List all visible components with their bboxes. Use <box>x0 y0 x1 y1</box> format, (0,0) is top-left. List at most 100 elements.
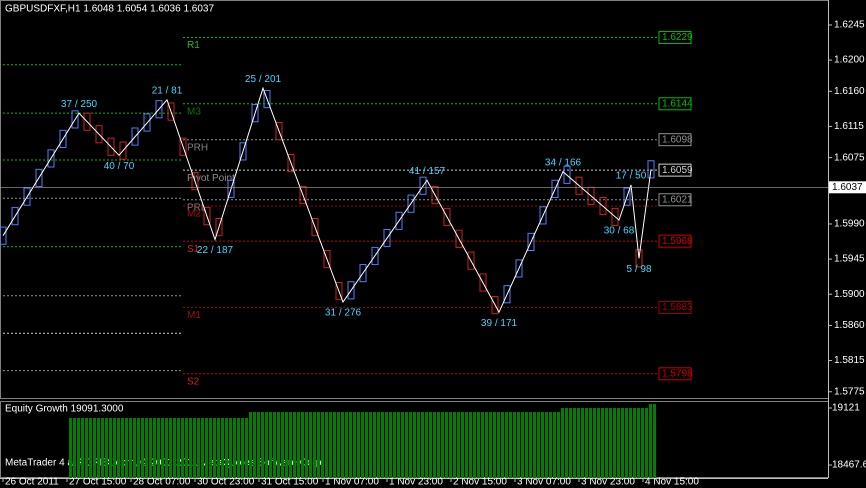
equity-bar <box>501 411 504 478</box>
equity-bar <box>601 408 604 478</box>
equity-bar <box>141 418 144 478</box>
price-bar <box>647 160 655 179</box>
equity-bar <box>273 411 276 478</box>
price-bar <box>95 125 103 144</box>
equity-bar <box>125 418 128 478</box>
price-bar <box>59 129 67 148</box>
x-tick-label: 30 Oct 23:00 <box>197 477 255 488</box>
price-bar <box>143 113 151 132</box>
equity-bar <box>413 411 416 478</box>
price-bar <box>251 104 259 123</box>
equity-bar <box>161 418 164 478</box>
equity-bar <box>305 411 308 478</box>
equity-bar <box>633 408 636 478</box>
price-bar <box>287 154 295 173</box>
price-bar <box>407 194 415 213</box>
zigzag-label: 17 / 50 <box>616 171 647 182</box>
zigzag-label: 21 / 81 <box>152 86 183 97</box>
equity-bar <box>145 418 148 478</box>
equity-bar <box>641 408 644 478</box>
equity-bar <box>257 411 260 478</box>
price-bar <box>515 259 523 278</box>
equity-bar <box>397 411 400 478</box>
equity-bar <box>129 418 132 478</box>
equity-bar <box>69 418 72 478</box>
price-bar <box>131 127 139 146</box>
price-bar <box>335 282 343 301</box>
zigzag-label: 41 / 157 <box>409 166 446 177</box>
equity-bar <box>169 418 172 478</box>
equity-bar <box>105 418 108 478</box>
equity-bar <box>285 411 288 478</box>
equity-bar <box>313 411 316 478</box>
equity-bar <box>341 411 344 478</box>
price-bar <box>611 207 619 227</box>
level-name: R1 <box>187 40 200 51</box>
equity-bar <box>97 418 100 478</box>
equity-bar <box>85 418 88 478</box>
x-tick-label: 2 Nov 15:00 <box>453 477 507 488</box>
equity-bar <box>185 418 188 478</box>
level-name: Pivot Point <box>187 173 235 184</box>
equity-bar <box>533 411 536 478</box>
equity-bar <box>573 408 576 478</box>
equity-bar <box>373 411 376 478</box>
price-bar <box>503 285 511 304</box>
zigzag-label: 22 / 187 <box>197 245 234 256</box>
price-bar <box>311 218 319 237</box>
equity-bar <box>121 418 124 478</box>
level-box <box>658 30 692 44</box>
price-bar <box>23 187 31 206</box>
equity-bar <box>217 418 220 478</box>
equity-bar <box>589 408 592 478</box>
equity-bar <box>529 411 532 478</box>
level-value: 1.6098 <box>662 134 693 145</box>
equity-bar <box>357 411 360 478</box>
y-tick-label: 19121 <box>832 403 860 414</box>
x-tick-label: 1 Nov 23:00 <box>389 477 443 488</box>
price-bar <box>383 228 391 248</box>
equity-bar <box>401 411 404 478</box>
equity-bar <box>433 411 436 478</box>
equity-bar <box>405 411 408 478</box>
equity-bar <box>513 411 516 478</box>
equity-bar <box>493 411 496 478</box>
price-bar <box>215 218 223 237</box>
equity-bar <box>153 418 156 478</box>
equity-bar <box>457 411 460 478</box>
equity-bar <box>429 411 432 478</box>
equity-bar <box>209 418 212 478</box>
equity-bar <box>77 418 80 478</box>
equity-bar <box>225 418 228 478</box>
x-tick-label: 31 Oct 15:00 <box>261 477 319 488</box>
zigzag-line <box>2 86 652 314</box>
equity-bar <box>461 411 464 478</box>
equity-bar <box>621 408 624 478</box>
level-name: S1 <box>187 244 200 255</box>
equity-bar <box>517 411 520 478</box>
equity-bar <box>637 408 640 478</box>
y-tick-label: 1.5945 <box>834 254 865 265</box>
equity-bar <box>81 418 84 478</box>
equity-bar <box>597 408 600 478</box>
level-value: 1.5968 <box>662 236 693 247</box>
y-tick-label: 1.5860 <box>834 320 865 331</box>
equity-bar <box>205 418 208 478</box>
equity-bar <box>93 418 96 478</box>
equity-bar <box>409 411 412 478</box>
equity-bar <box>249 411 252 478</box>
price-bar <box>527 232 535 252</box>
level-name: S2 <box>187 376 200 387</box>
equity-bar <box>333 411 336 478</box>
equity-bar <box>625 408 628 478</box>
price-bar <box>191 171 199 191</box>
price-bar <box>167 102 175 121</box>
equity-bar <box>489 411 492 478</box>
equity-bar <box>645 408 648 478</box>
equity-bar <box>569 408 572 478</box>
equity-bar <box>149 418 152 478</box>
equity-bar <box>577 408 580 478</box>
equity-bar <box>193 418 196 478</box>
equity-bar <box>593 408 596 478</box>
